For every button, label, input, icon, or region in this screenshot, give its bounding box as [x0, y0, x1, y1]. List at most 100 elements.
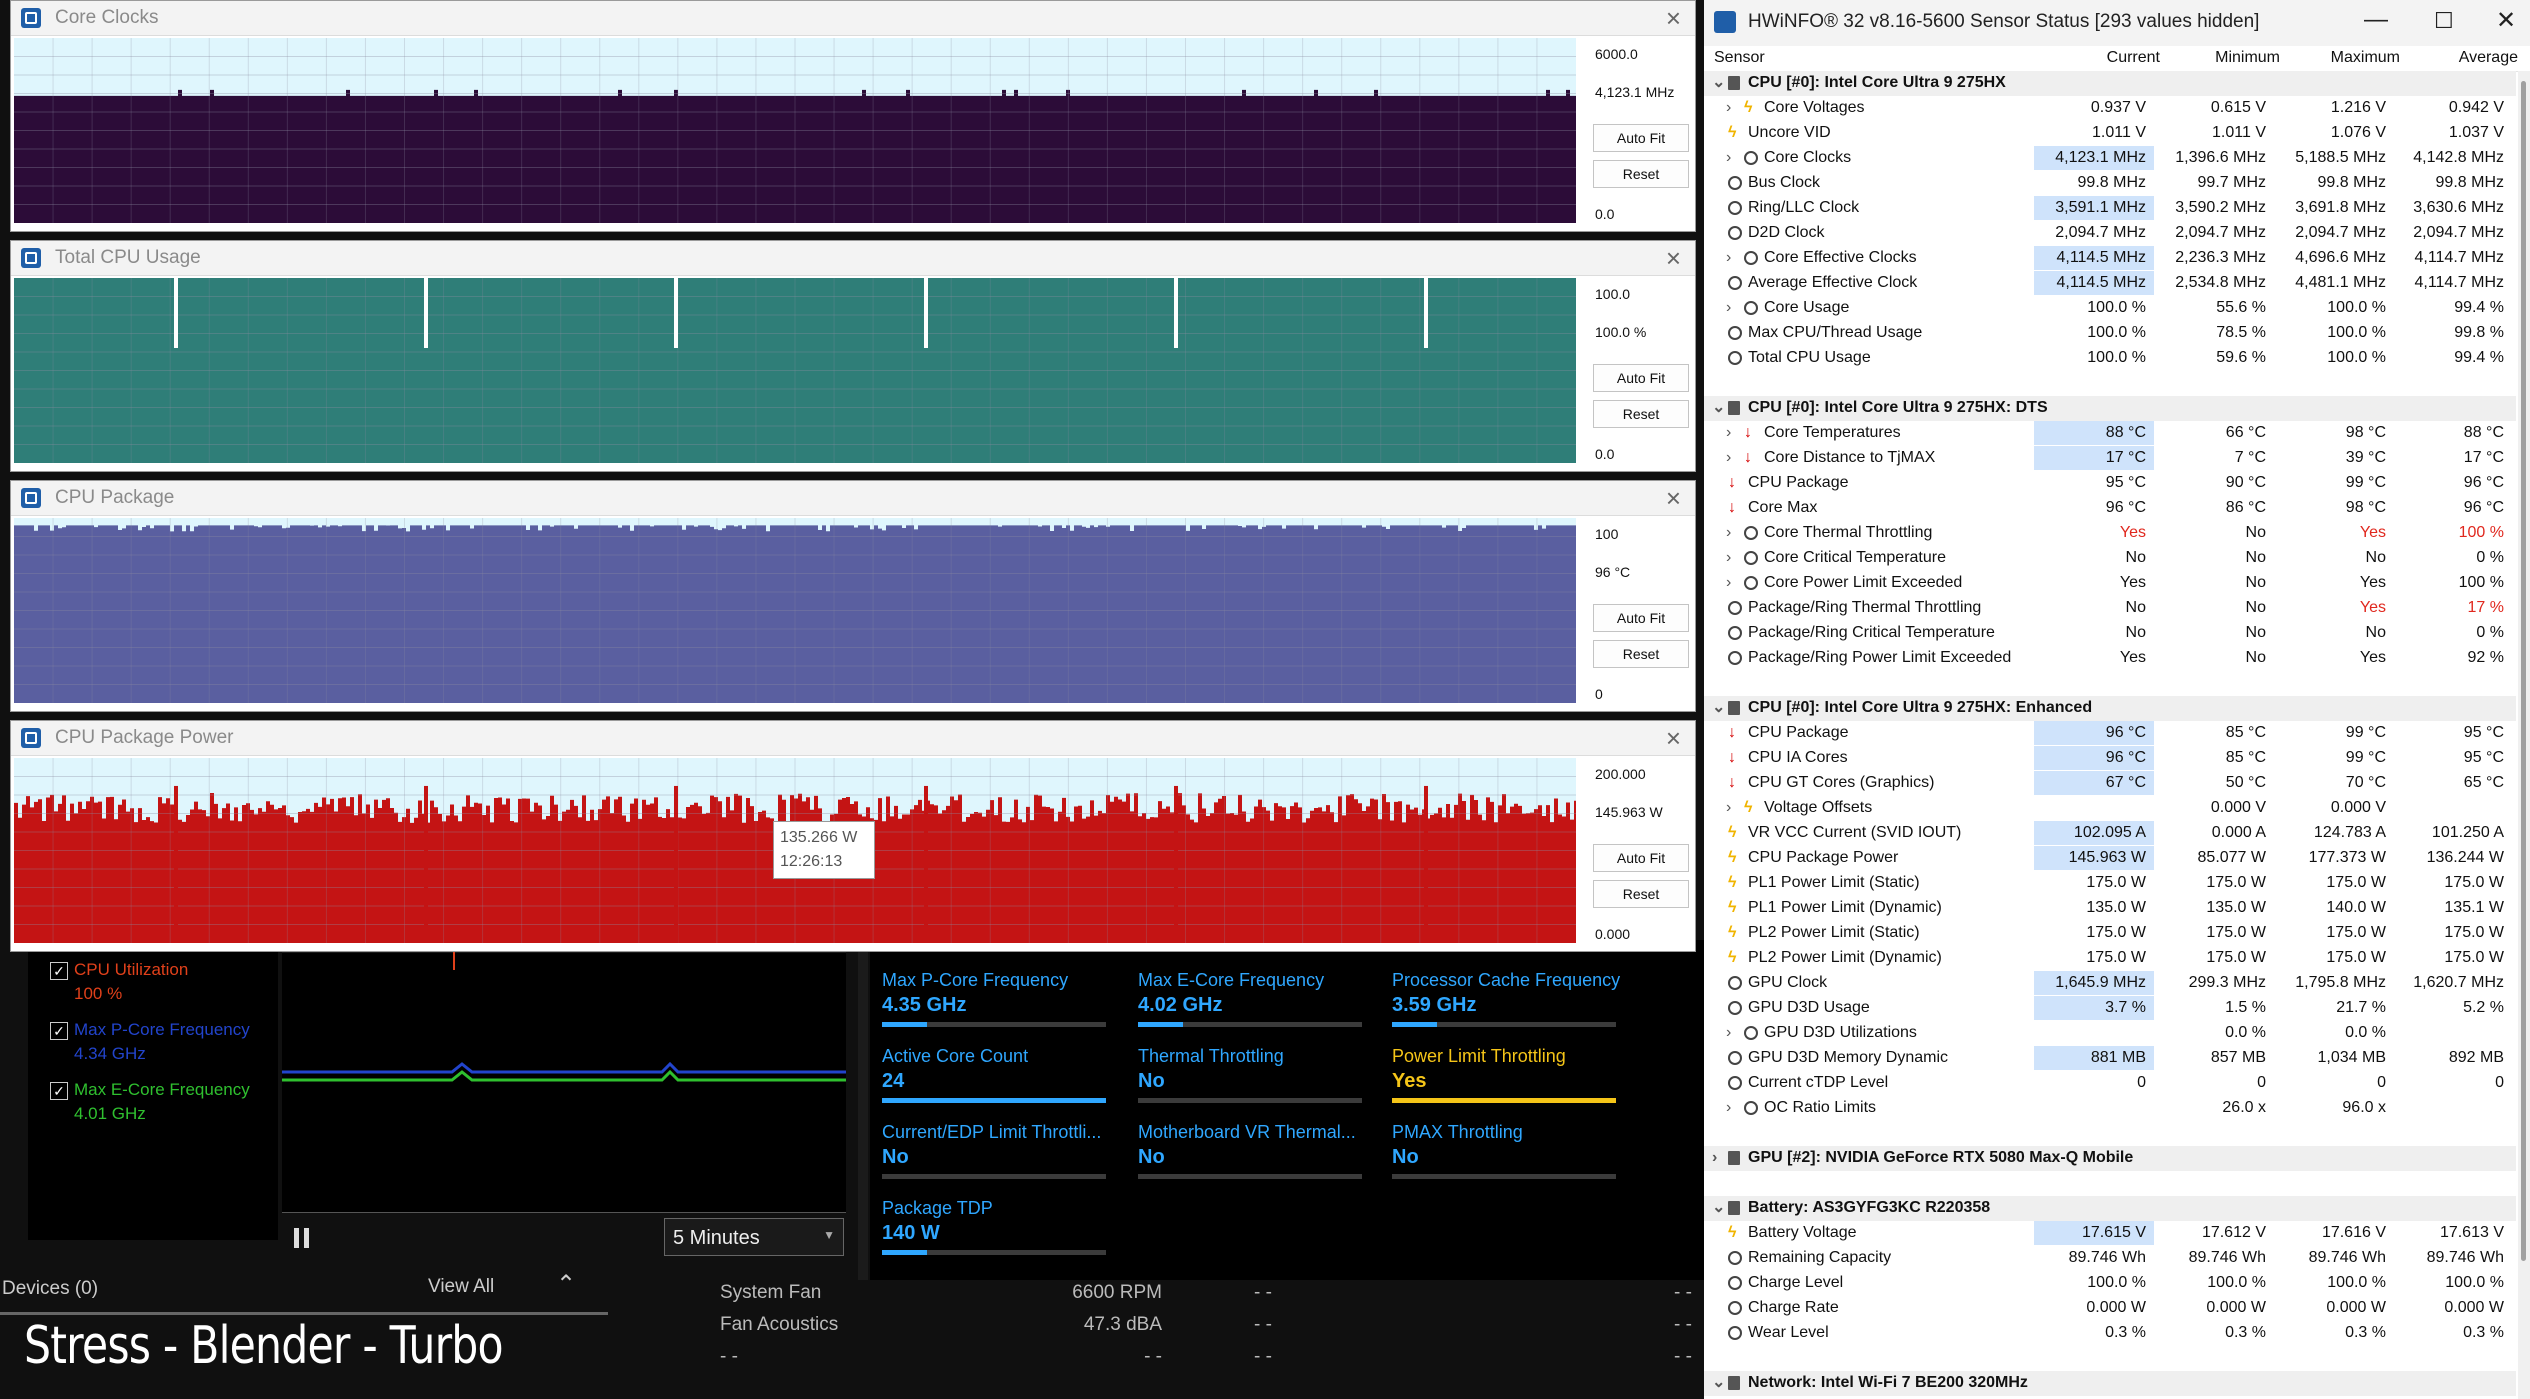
sensor-row[interactable]: Charge Rate 0.000 W 0.000 W 0.000 W 0.000 W	[1704, 1296, 2516, 1321]
chevron-right-icon[interactable]: ›	[1726, 799, 1732, 816]
maximize-icon[interactable]: ☐	[2434, 8, 2454, 33]
graph-title-bar[interactable]: Total CPU Usage ×	[11, 241, 1695, 276]
sensor-group-row[interactable]: ⌄ CPU [#0]: Intel Core Ultra 9 275HX	[1704, 71, 2516, 96]
sensor-row[interactable]: › Core Power Limit Exceeded Yes No Yes 100 %	[1704, 571, 2516, 596]
chevron-right-icon[interactable]: ›	[1726, 424, 1732, 441]
sensor-row[interactable]: ↓ CPU Package 96 °C 85 °C 99 °C 95 °C	[1704, 721, 2516, 746]
sensor-row[interactable]: Package/Ring Critical Temperature No No No 0…	[1704, 621, 2516, 646]
sensor-row[interactable]: Remaining Capacity 89.746 Wh 89.746 Wh 89.7…	[1704, 1246, 2516, 1271]
header-maximum[interactable]: Maximum	[2330, 49, 2400, 66]
chevron-down-icon[interactable]: ⌄	[1712, 74, 1726, 91]
close-icon[interactable]: ✕	[2496, 7, 2517, 34]
sensor-row[interactable]: Total CPU Usage 100.0 % 59.6 % 100.0 % 99.4 …	[1704, 346, 2516, 371]
sensor-row[interactable]: ↓ CPU Package 95 °C 90 °C 99 °C 96 °C	[1704, 471, 2516, 496]
graph-title-bar[interactable]: Core Clocks ×	[11, 1, 1695, 36]
sensor-group-row[interactable]: ⌄ Network: Intel Wi-Fi 7 BE200 320MHz	[1704, 1371, 2516, 1396]
sensor-row[interactable]: Average Effective Clock 4,114.5 MHz 2,534.…	[1704, 271, 2516, 296]
sensor-group-row[interactable]: ⌄ CPU [#0]: Intel Core Ultra 9 275HX: Enh…	[1704, 696, 2516, 721]
chevron-down-icon[interactable]: ⌄	[1712, 1374, 1726, 1391]
chevron-right-icon[interactable]: ›	[1712, 1149, 1718, 1166]
minimize-icon[interactable]: —	[2364, 6, 2388, 33]
chevron-right-icon[interactable]: ›	[1726, 524, 1732, 541]
sensor-row[interactable]: Package/Ring Thermal Throttling No No Yes 17…	[1704, 596, 2516, 621]
sensor-row[interactable]: ϟ CPU Package Power 145.963 W 85.077 W 177.3…	[1704, 846, 2516, 871]
reset-button[interactable]: Reset	[1593, 400, 1689, 428]
sensor-group-row[interactable]: ⌄ Battery: AS3GYFG3KC R220358	[1704, 1196, 2516, 1221]
chevron-down-icon[interactable]: ⌄	[1712, 1199, 1726, 1216]
sensor-row[interactable]: › Core Usage 100.0 % 55.6 % 100.0 % 99.4 %	[1704, 296, 2516, 321]
close-icon[interactable]: ×	[1665, 3, 1681, 33]
auto-fit-button[interactable]: Auto Fit	[1593, 604, 1689, 632]
chevron-right-icon[interactable]: ›	[1726, 574, 1732, 591]
sensor-row[interactable]: › Core Critical Temperature No No No 0 %	[1704, 546, 2516, 571]
graph-title-bar[interactable]: CPU Package ×	[11, 481, 1695, 516]
sensor-row[interactable]: ϟ PL1 Power Limit (Dynamic) 135.0 W 135.0 W…	[1704, 896, 2516, 921]
chevron-right-icon[interactable]: ›	[1726, 99, 1732, 116]
graph-title-bar[interactable]: CPU Package Power ×	[11, 721, 1695, 756]
auto-fit-button[interactable]: Auto Fit	[1593, 844, 1689, 872]
auto-fit-button[interactable]: Auto Fit	[1593, 124, 1689, 152]
chevron-right-icon[interactable]: ›	[1726, 1099, 1732, 1116]
sensor-row[interactable]: ϟ PL2 Power Limit (Static) 175.0 W 175.0 W 1…	[1704, 921, 2516, 946]
sensor-row[interactable]: Wear Level 0.3 % 0.3 % 0.3 % 0.3 %	[1704, 1321, 2516, 1346]
sensor-row[interactable]: Current cTDP Level 0 0 0 0	[1704, 1071, 2516, 1096]
scrollbar-thumb[interactable]	[2521, 81, 2526, 1261]
sensor-row[interactable]: Charge Level 100.0 % 100.0 % 100.0 % 100.0 %	[1704, 1271, 2516, 1296]
sensor-row[interactable]: ϟ Uncore VID 1.011 V 1.011 V 1.076 V 1.037 V	[1704, 121, 2516, 146]
reset-button[interactable]: Reset	[1593, 880, 1689, 908]
sensor-row[interactable]: › ϟ Core Voltages 0.937 V 0.615 V 1.216 V 0.94…	[1704, 96, 2516, 121]
sensor-row[interactable]: ↓ Core Max 96 °C 86 °C 98 °C 96 °C	[1704, 496, 2516, 521]
sensor-row[interactable]: Bus Clock 99.8 MHz 99.7 MHz 99.8 MHz 99.8 MH…	[1704, 171, 2516, 196]
header-average[interactable]: Average	[2458, 49, 2518, 66]
sensor-row[interactable]: › Core Clocks 4,123.1 MHz 1,396.6 MHz 5,188.…	[1704, 146, 2516, 171]
sensor-list[interactable]: ⌄ CPU [#0]: Intel Core Ultra 9 275HX › ϟ Cor…	[1704, 71, 2516, 1399]
time-range-select[interactable]: 5 Minutes ▼	[664, 1218, 844, 1256]
sensor-row[interactable]: › ↓ Core Temperatures 88 °C 66 °C 98 °C 88 °C	[1704, 421, 2516, 446]
sensor-row[interactable]: › ↓ Core Distance to TjMAX 17 °C 7 °C 39 °C 17…	[1704, 446, 2516, 471]
sensor-row[interactable]: › Core Thermal Throttling Yes No Yes 100 %	[1704, 521, 2516, 546]
sensor-row[interactable]: ↓ CPU IA Cores 96 °C 85 °C 99 °C 95 °C	[1704, 746, 2516, 771]
checkbox-icon[interactable]: ✓	[50, 1082, 68, 1100]
sensor-row[interactable]: › GPU D3D Utilizations 0.0 % 0.0 %	[1704, 1021, 2516, 1046]
sensor-row[interactable]: ϟ PL2 Power Limit (Dynamic) 175.0 W 175.0 W…	[1704, 946, 2516, 971]
chevron-right-icon[interactable]: ›	[1726, 449, 1732, 466]
sensor-row[interactable]: GPU D3D Memory Dynamic 881 MB 857 MB 1,034 …	[1704, 1046, 2516, 1071]
sensor-group-row[interactable]: ⌄ CPU [#0]: Intel Core Ultra 9 275HX: DTS	[1704, 396, 2516, 421]
chevron-right-icon[interactable]: ›	[1726, 299, 1732, 316]
chevron-down-icon[interactable]: ⌄	[1712, 699, 1726, 716]
header-sensor[interactable]: Sensor	[1714, 49, 1765, 66]
close-icon[interactable]: ×	[1665, 483, 1681, 513]
chevron-down-icon[interactable]: ⌄	[1712, 399, 1726, 416]
close-icon[interactable]: ×	[1665, 723, 1681, 753]
chevron-right-icon[interactable]: ›	[1726, 149, 1732, 166]
collapse-icon[interactable]: ⌃	[556, 1271, 577, 1298]
reset-button[interactable]: Reset	[1593, 160, 1689, 188]
chevron-right-icon[interactable]: ›	[1726, 1024, 1732, 1041]
sensor-row[interactable]: Ring/LLC Clock 3,591.1 MHz 3,590.2 MHz 3,69…	[1704, 196, 2516, 221]
reset-button[interactable]: Reset	[1593, 640, 1689, 668]
sensor-row[interactable]: ϟ Battery Voltage 17.615 V 17.612 V 17.616 V…	[1704, 1221, 2516, 1246]
sensor-row[interactable]: › OC Ratio Limits 26.0 x 96.0 x	[1704, 1096, 2516, 1121]
sensor-group-row[interactable]: › GPU [#2]: NVIDIA GeForce RTX 5080 Max-Q…	[1704, 1146, 2516, 1171]
sensor-row[interactable]: › Core Effective Clocks 4,114.5 MHz 2,236.3…	[1704, 246, 2516, 271]
sensor-row[interactable]: ϟ VR VCC Current (SVID IOUT) 102.095 A 0.00…	[1704, 821, 2516, 846]
checkbox-icon[interactable]: ✓	[50, 1022, 68, 1040]
sensor-row[interactable]: › ϟ Voltage Offsets 0.000 V 0.000 V	[1704, 796, 2516, 821]
chevron-right-icon[interactable]: ›	[1726, 249, 1732, 266]
close-icon[interactable]: ×	[1665, 243, 1681, 273]
view-all-link[interactable]: View All	[428, 1276, 495, 1297]
sensor-row[interactable]: ϟ PL1 Power Limit (Static) 175.0 W 175.0 W 1…	[1704, 871, 2516, 896]
sensor-row[interactable]: Max CPU/Thread Usage 100.0 % 78.5 % 100.0 %…	[1704, 321, 2516, 346]
checkbox-icon[interactable]: ✓	[50, 962, 68, 980]
header-minimum[interactable]: Minimum	[2215, 49, 2280, 66]
sensor-row[interactable]: GPU Clock 1,645.9 MHz 299.3 MHz 1,795.8 MHz…	[1704, 971, 2516, 996]
scrollbar[interactable]	[2518, 71, 2530, 1399]
auto-fit-button[interactable]: Auto Fit	[1593, 364, 1689, 392]
sensor-row[interactable]: Package/Ring Power Limit Exceeded Yes No Ye…	[1704, 646, 2516, 671]
header-current[interactable]: Current	[2106, 49, 2160, 66]
sensor-row[interactable]: ↓ CPU GT Cores (Graphics) 67 °C 50 °C 70 °C 6…	[1704, 771, 2516, 796]
pause-icon[interactable]	[294, 1228, 312, 1248]
chevron-right-icon[interactable]: ›	[1726, 549, 1732, 566]
sensor-row[interactable]: D2D Clock 2,094.7 MHz 2,094.7 MHz 2,094.7 M…	[1704, 221, 2516, 246]
sensor-row[interactable]: GPU D3D Usage 3.7 % 1.5 % 21.7 % 5.2 %	[1704, 996, 2516, 1021]
